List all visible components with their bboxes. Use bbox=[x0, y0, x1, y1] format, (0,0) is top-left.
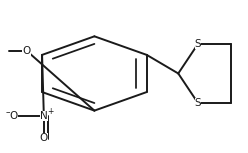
Text: O: O bbox=[10, 111, 18, 121]
Text: S: S bbox=[195, 98, 201, 108]
Text: O: O bbox=[40, 133, 48, 143]
Text: N: N bbox=[40, 111, 48, 121]
Text: O: O bbox=[23, 46, 31, 56]
Text: +: + bbox=[47, 107, 54, 116]
Text: S: S bbox=[195, 39, 201, 49]
Text: –: – bbox=[5, 108, 10, 117]
